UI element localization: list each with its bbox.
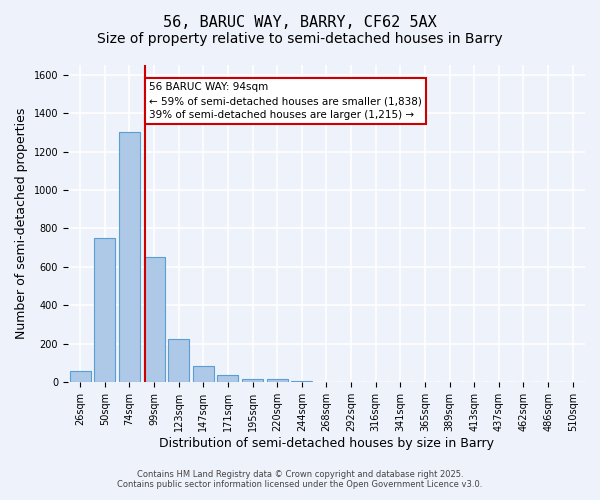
Bar — [217, 374, 238, 382]
Bar — [242, 378, 263, 382]
Bar — [193, 366, 214, 382]
Bar — [119, 132, 140, 382]
Bar — [94, 238, 115, 382]
Text: Contains HM Land Registry data © Crown copyright and database right 2025.
Contai: Contains HM Land Registry data © Crown c… — [118, 470, 482, 489]
Bar — [267, 380, 287, 382]
Text: Size of property relative to semi-detached houses in Barry: Size of property relative to semi-detach… — [97, 32, 503, 46]
Bar — [292, 381, 312, 382]
Bar — [143, 258, 164, 382]
Bar — [70, 371, 91, 382]
Bar — [168, 339, 189, 382]
Y-axis label: Number of semi-detached properties: Number of semi-detached properties — [15, 108, 28, 340]
Text: 56, BARUC WAY, BARRY, CF62 5AX: 56, BARUC WAY, BARRY, CF62 5AX — [163, 15, 437, 30]
X-axis label: Distribution of semi-detached houses by size in Barry: Distribution of semi-detached houses by … — [159, 437, 494, 450]
Text: 56 BARUC WAY: 94sqm
← 59% of semi-detached houses are smaller (1,838)
39% of sem: 56 BARUC WAY: 94sqm ← 59% of semi-detach… — [149, 82, 422, 120]
